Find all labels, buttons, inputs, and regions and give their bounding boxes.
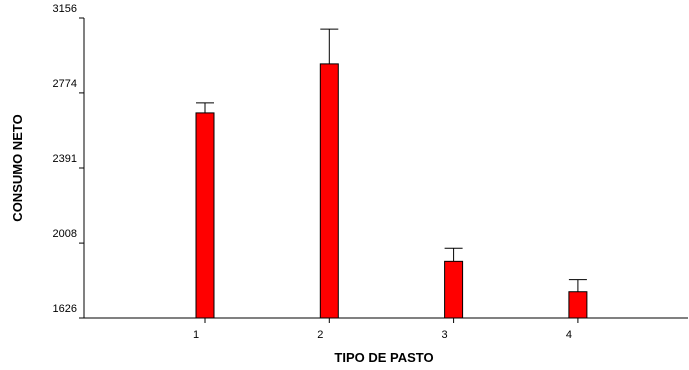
y-axis-title: CONSUMO NETO	[10, 114, 25, 221]
y-tick-label: 1626	[53, 303, 77, 315]
y-tick-label: 3156	[53, 3, 77, 15]
x-tick-label: 3	[442, 329, 448, 341]
bar	[195, 112, 215, 319]
y-tick-label: 2008	[53, 228, 77, 240]
bar	[568, 291, 588, 319]
y-tick-label: 2391	[53, 153, 77, 165]
bar	[444, 260, 464, 319]
bar	[319, 63, 339, 319]
y-ticks: 1626 2008 2391 2774 3156	[53, 3, 84, 319]
axes	[83, 18, 688, 319]
x-tick-label: 1	[193, 329, 199, 341]
bars	[195, 28, 588, 319]
y-tick-label: 2774	[53, 78, 77, 90]
x-tick-label: 2	[317, 329, 323, 341]
x-axis-title: TIPO DE PASTO	[334, 350, 433, 365]
x-tick-label: 4	[566, 329, 572, 341]
x-ticks: 1 2 3 4	[193, 318, 579, 341]
